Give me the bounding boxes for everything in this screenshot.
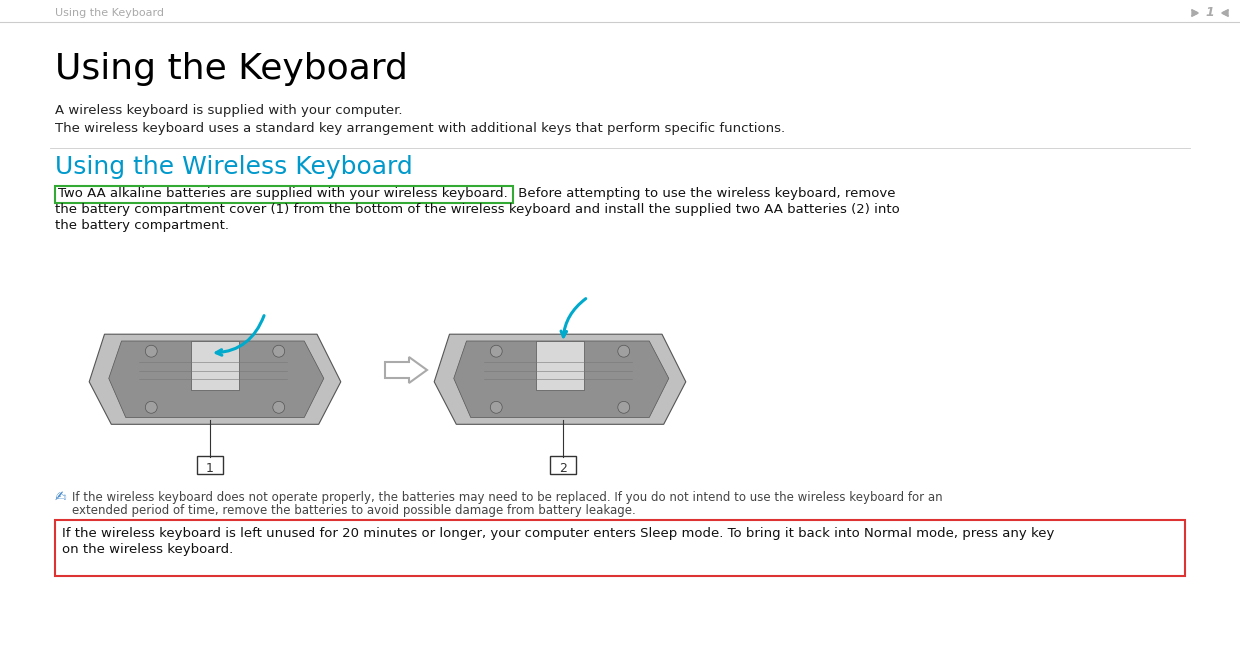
Polygon shape <box>89 334 341 424</box>
Text: Two AA alkaline batteries are supplied with your wireless keyboard.: Two AA alkaline batteries are supplied w… <box>58 187 507 200</box>
Polygon shape <box>536 341 584 391</box>
Text: The wireless keyboard uses a standard key arrangement with additional keys that : The wireless keyboard uses a standard ke… <box>55 122 785 135</box>
Polygon shape <box>191 341 239 391</box>
Text: 1: 1 <box>206 461 215 475</box>
Text: Using the Keyboard: Using the Keyboard <box>55 8 164 18</box>
Circle shape <box>618 345 630 357</box>
Circle shape <box>145 345 157 357</box>
Text: the battery compartment.: the battery compartment. <box>55 219 229 232</box>
Text: Using the Keyboard: Using the Keyboard <box>55 52 408 86</box>
Text: If the wireless keyboard does not operate properly, the batteries may need to be: If the wireless keyboard does not operat… <box>72 491 942 504</box>
Text: 2: 2 <box>559 461 567 475</box>
Polygon shape <box>454 341 668 418</box>
FancyArrow shape <box>384 357 427 383</box>
Text: If the wireless keyboard is left unused for 20 minutes or longer, your computer : If the wireless keyboard is left unused … <box>62 527 1054 540</box>
Text: extended period of time, remove the batteries to avoid possible damage from batt: extended period of time, remove the batt… <box>72 504 636 517</box>
Circle shape <box>273 345 285 357</box>
Circle shape <box>490 401 502 413</box>
Circle shape <box>490 345 502 357</box>
Text: A wireless keyboard is supplied with your computer.: A wireless keyboard is supplied with you… <box>55 104 403 117</box>
Text: ✍: ✍ <box>55 490 67 504</box>
FancyBboxPatch shape <box>197 456 223 474</box>
Polygon shape <box>434 334 686 424</box>
Polygon shape <box>1221 10 1228 16</box>
Circle shape <box>145 401 157 413</box>
Circle shape <box>273 401 285 413</box>
Polygon shape <box>1192 10 1198 16</box>
Circle shape <box>618 401 630 413</box>
FancyBboxPatch shape <box>551 456 577 474</box>
Polygon shape <box>109 341 324 418</box>
FancyBboxPatch shape <box>55 520 1185 576</box>
Text: the battery compartment cover (1) from the bottom of the wireless keyboard and i: the battery compartment cover (1) from t… <box>55 203 900 216</box>
Text: on the wireless keyboard.: on the wireless keyboard. <box>62 543 233 556</box>
Text: Using the Wireless Keyboard: Using the Wireless Keyboard <box>55 155 413 179</box>
Text: 1: 1 <box>1205 7 1214 19</box>
Text: Before attempting to use the wireless keyboard, remove: Before attempting to use the wireless ke… <box>515 187 895 200</box>
